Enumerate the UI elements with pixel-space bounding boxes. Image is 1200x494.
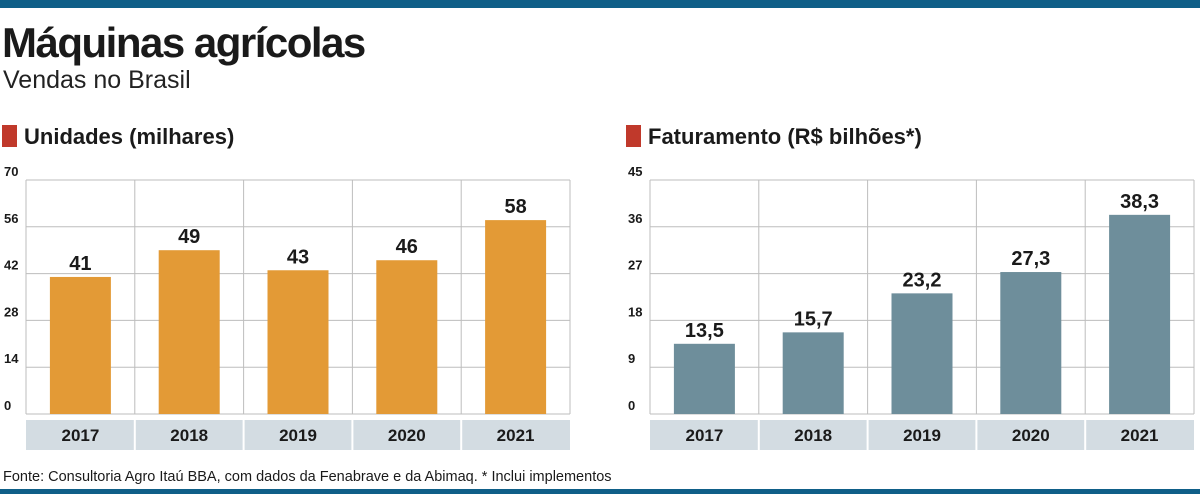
revenue-value-label: 27,3 [1011,248,1050,270]
page-subtitle: Vendas no Brasil [3,66,191,94]
units-category-band [26,420,570,450]
revenue-bar [891,293,953,414]
revenue-y-tick-label: 0 [628,398,635,413]
bottom-accent-rule [0,489,1200,494]
units-value-label: 58 [504,196,526,218]
revenue-category-band [650,420,1194,450]
units-bar [267,270,329,414]
revenue-category-label: 2017 [685,426,723,445]
revenue-bar [1109,214,1171,414]
units-y-tick-label: 14 [4,351,19,366]
units-chart-title: Unidades (milhares) [2,124,234,150]
revenue-chart-title-text: Faturamento (R$ bilhões*) [648,124,922,149]
units-chart-title-text: Unidades (milhares) [24,124,235,149]
units-bar [49,276,111,414]
units-category-label: 2017 [61,426,99,445]
page-title: Máquinas agrícolas [2,19,366,66]
units-category-label: 2021 [497,426,535,445]
revenue-category-label: 2021 [1121,426,1159,445]
revenue-y-tick-label: 36 [628,211,642,226]
units-y-tick-label: 42 [4,258,18,273]
units-category-label: 2018 [170,426,208,445]
units-y-tick-label: 28 [4,304,18,319]
source-note: Fonte: Consultoria Agro Itaú BBA, com da… [3,469,612,485]
units-bar [485,220,547,414]
revenue-value-label: 13,5 [685,320,724,342]
revenue-bar [1000,272,1062,414]
units-value-label: 49 [178,226,200,248]
units-y-tick-label: 70 [4,164,18,179]
revenue-value-label: 38,3 [1120,191,1159,213]
revenue-chart-title: Faturamento (R$ bilhões*) [626,124,922,150]
revenue-y-tick-label: 27 [628,258,642,273]
units-category-label: 2020 [388,426,426,445]
revenue-value-label: 23,2 [903,269,942,291]
revenue-y-tick-label: 9 [628,351,635,366]
revenue-title-marker [626,125,641,147]
revenue-value-label: 15,7 [794,308,833,330]
units-title-marker [2,125,17,147]
top-accent-rule [0,0,1200,8]
revenue-category-label: 2020 [1012,426,1050,445]
units-bar [376,260,438,414]
revenue-y-tick-label: 45 [628,164,642,179]
revenue-category-label: 2019 [903,426,941,445]
revenue-bar-chart: 0 9 18 27 36 45 13,5 2017 15,7 2018 23,2 2019 27,3 20… [628,164,1195,450]
revenue-y-tick-label: 18 [628,304,642,319]
units-value-label: 46 [396,236,418,258]
revenue-bar [782,332,844,414]
units-bar-chart: 0 14 28 42 56 70 41 2017 49 2018 43 2019 46 2020 58 202… [4,164,571,450]
units-bar [158,250,220,414]
revenue-category-label: 2018 [794,426,832,445]
units-value-label: 41 [69,253,91,275]
revenue-bar [673,343,735,414]
units-value-label: 43 [287,246,309,268]
units-y-tick-label: 56 [4,211,18,226]
units-y-tick-label: 0 [4,398,11,413]
units-category-label: 2019 [279,426,317,445]
